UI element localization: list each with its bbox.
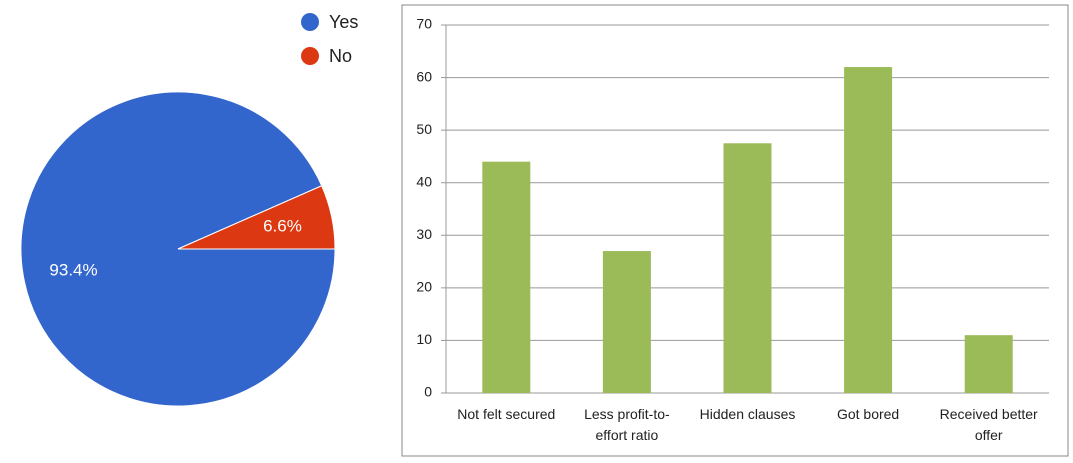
x-tick-line: Not felt secured	[457, 406, 555, 422]
bar	[482, 161, 531, 393]
x-tick-label: Less profit-to-effort ratio	[584, 406, 670, 443]
legend-swatch	[301, 47, 319, 65]
x-tick-line: Hidden clauses	[700, 406, 796, 422]
y-tick-label: 50	[416, 121, 432, 137]
bar	[723, 143, 772, 393]
bar	[964, 335, 1013, 393]
x-tick-line: Less profit-to-	[584, 406, 670, 422]
bar	[602, 251, 651, 393]
legend-label: No	[329, 46, 352, 66]
slice-label: 93.4%	[49, 260, 97, 279]
y-tick-label: 60	[416, 68, 432, 84]
x-tick-line: Got bored	[837, 406, 899, 422]
y-tick-label: 30	[416, 226, 432, 242]
x-tick-label: Got bored	[837, 406, 899, 422]
x-tick-label: Received better offer	[940, 406, 1038, 443]
y-tick-label: 20	[416, 279, 432, 295]
y-tick-label: 70	[416, 16, 432, 32]
y-tick-label: 0	[424, 384, 432, 400]
x-tick-line: effort ratio	[596, 427, 659, 443]
x-tick-line: Received better	[940, 406, 1038, 422]
slice-label: 6.6%	[263, 217, 302, 236]
bar	[844, 67, 893, 394]
bar-chart-frame	[401, 4, 1069, 457]
y-tick-label: 40	[416, 173, 432, 189]
legend-label: Yes	[329, 12, 358, 32]
x-tick-line: offer	[975, 427, 1003, 443]
y-tick-label: 10	[416, 331, 432, 347]
pie-slice	[177, 185, 336, 250]
legend-swatch	[301, 13, 319, 31]
x-tick-label: Not felt secured	[457, 406, 555, 422]
x-tick-label: Hidden clauses	[700, 406, 796, 422]
